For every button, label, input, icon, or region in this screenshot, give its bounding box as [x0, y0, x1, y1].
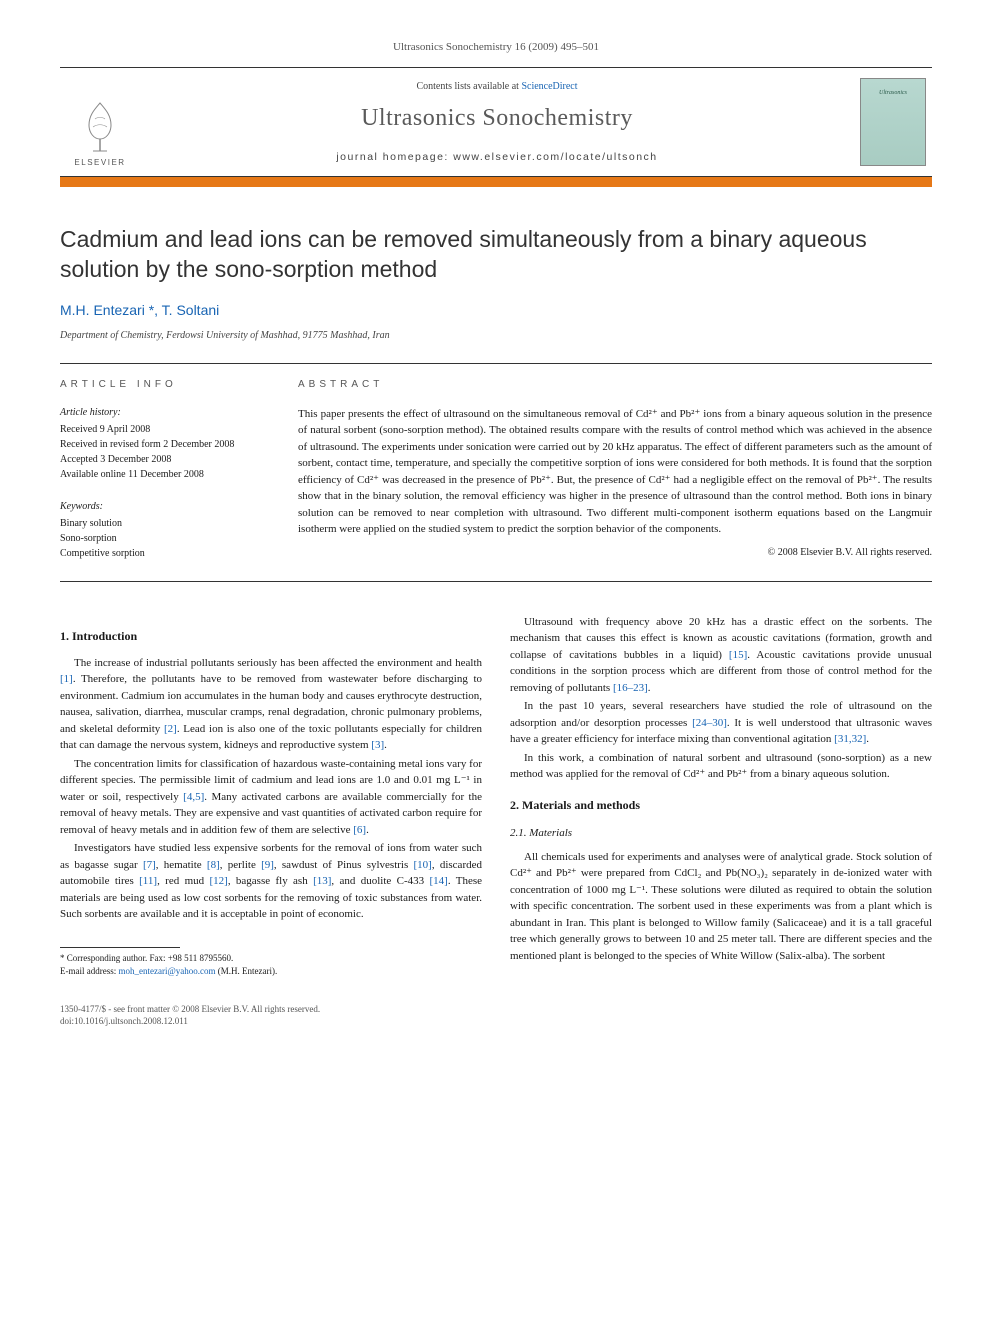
keywords-label: Keywords:: [60, 500, 270, 514]
sciencedirect-link[interactable]: ScienceDirect: [521, 81, 577, 92]
author-line: M.H. Entezari *, T. Soltani: [60, 301, 932, 321]
right-column: Ultrasound with frequency above 20 kHz h…: [510, 614, 932, 979]
ref-link[interactable]: [11]: [139, 875, 157, 887]
abstract-copyright: © 2008 Elsevier B.V. All rights reserved…: [298, 546, 932, 560]
journal-cover-container: Ultrasonics: [854, 68, 932, 176]
ref-link[interactable]: [31,32]: [834, 733, 866, 745]
intro-heading: 1. Introduction: [60, 628, 482, 645]
divider-bottom: [60, 581, 932, 582]
history-item: Received in revised form 2 December 2008: [60, 437, 270, 452]
affiliation: Department of Chemistry, Ferdowsi Univer…: [60, 329, 932, 343]
journal-cover-icon: Ultrasonics: [860, 78, 926, 166]
text: , red mud: [157, 875, 209, 887]
ref-link[interactable]: [16–23]: [613, 682, 648, 694]
materials-p1: All chemicals used for experiments and a…: [510, 849, 932, 965]
journal-homepage: journal homepage: www.elsevier.com/locat…: [140, 150, 854, 165]
intro-p3: Investigators have studied less expensiv…: [60, 840, 482, 923]
ref-link[interactable]: [1]: [60, 673, 73, 685]
keyword-item: Competitive sorption: [60, 546, 270, 561]
ref-link[interactable]: [12]: [209, 875, 227, 887]
intro-p6: In this work, a combination of natural s…: [510, 750, 932, 783]
banner-center: Contents lists available at ScienceDirec…: [140, 72, 854, 172]
article-title: Cadmium and lead ions can be removed sim…: [60, 225, 932, 285]
intro-p1: The increase of industrial pollutants se…: [60, 655, 482, 754]
author-link[interactable]: M.H. Entezari *, T. Soltani: [60, 302, 219, 318]
contents-line: Contents lists available at ScienceDirec…: [140, 80, 854, 94]
email-label: E-mail address:: [60, 966, 118, 976]
text: , and duolite C-433: [331, 875, 429, 887]
footer-line1: 1350-4177/$ - see front matter © 2008 El…: [60, 1003, 932, 1016]
history-item: Accepted 3 December 2008: [60, 452, 270, 467]
text: , sawdust of Pinus sylvestris: [274, 859, 414, 871]
ref-link[interactable]: [24–30]: [692, 717, 727, 729]
ref-link[interactable]: [4,5]: [183, 791, 204, 803]
keyword-item: Sono-sorption: [60, 531, 270, 546]
history-item: Available online 11 December 2008: [60, 467, 270, 482]
journal-name: Ultrasonics Sonochemistry: [140, 102, 854, 136]
text: , bagasse fly ash: [228, 875, 313, 887]
text: The increase of industrial pollutants se…: [74, 657, 482, 669]
abstract: ABSTRACT This paper presents the effect …: [298, 378, 932, 561]
elsevier-tree-icon: [75, 99, 125, 155]
history-label: Article history:: [60, 406, 270, 420]
methods-heading: 2. Materials and methods: [510, 797, 932, 814]
running-header: Ultrasonics Sonochemistry 16 (2009) 495–…: [60, 40, 932, 55]
elsevier-logo: ELSEVIER: [66, 88, 134, 168]
left-column: 1. Introduction The increase of industri…: [60, 614, 482, 979]
intro-p4: Ultrasound with frequency above 20 kHz h…: [510, 614, 932, 697]
text: .: [866, 733, 869, 745]
email-link[interactable]: moh_entezari@yahoo.com: [118, 966, 215, 976]
info-label: ARTICLE INFO: [60, 378, 270, 392]
ref-link[interactable]: [10]: [414, 859, 432, 871]
cover-title: Ultrasonics: [879, 89, 907, 97]
elsevier-text: ELSEVIER: [74, 157, 125, 168]
intro-p5: In the past 10 years, several researcher…: [510, 698, 932, 748]
orange-divider: [60, 177, 932, 187]
footnote-divider: [60, 947, 180, 948]
history-item: Received 9 April 2008: [60, 422, 270, 437]
ref-link[interactable]: [8]: [207, 859, 220, 871]
article-info: ARTICLE INFO Article history: Received 9…: [60, 378, 270, 561]
text: .: [366, 824, 369, 836]
ref-link[interactable]: [6]: [353, 824, 366, 836]
ref-link[interactable]: [15]: [729, 649, 747, 661]
abstract-label: ABSTRACT: [298, 378, 932, 392]
text: , perlite: [220, 859, 261, 871]
info-abstract-row: ARTICLE INFO Article history: Received 9…: [60, 364, 932, 581]
ref-link[interactable]: [7]: [143, 859, 156, 871]
ref-link[interactable]: [3]: [371, 739, 384, 751]
contents-prefix: Contents lists available at: [416, 81, 521, 92]
ref-link[interactable]: [14]: [430, 875, 448, 887]
intro-p2: The concentration limits for classificat…: [60, 756, 482, 839]
text: .: [648, 682, 651, 694]
journal-banner: ELSEVIER Contents lists available at Sci…: [60, 67, 932, 177]
keyword-item: Binary solution: [60, 516, 270, 531]
ref-link[interactable]: [13]: [313, 875, 331, 887]
corresponding-footnote: * Corresponding author. Fax: +98 511 879…: [60, 952, 482, 966]
page-footer: 1350-4177/$ - see front matter © 2008 El…: [60, 1003, 932, 1028]
ref-link[interactable]: [2]: [164, 723, 177, 735]
email-footnote: E-mail address: moh_entezari@yahoo.com (…: [60, 965, 482, 979]
abstract-text: This paper presents the effect of ultras…: [298, 406, 932, 538]
text: .: [384, 739, 387, 751]
email-suffix: (M.H. Entezari).: [216, 966, 278, 976]
ref-link[interactable]: [9]: [261, 859, 274, 871]
body-columns: 1. Introduction The increase of industri…: [60, 614, 932, 979]
elsevier-logo-container: ELSEVIER: [60, 68, 140, 176]
text: , hematite: [156, 859, 207, 871]
materials-heading: 2.1. Materials: [510, 826, 932, 841]
footer-doi: doi:10.1016/j.ultsonch.2008.12.011: [60, 1015, 932, 1028]
